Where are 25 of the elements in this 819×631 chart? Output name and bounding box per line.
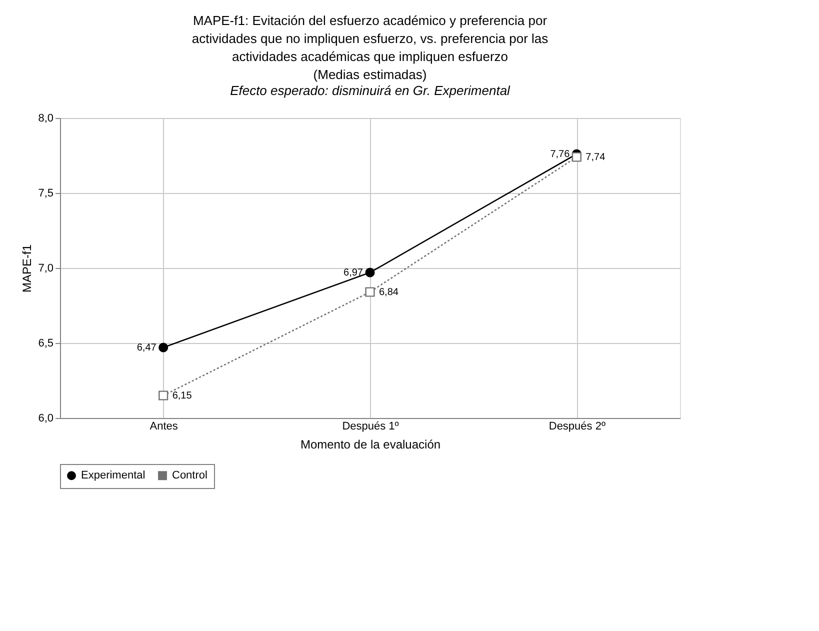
x-tick-label: Antes	[150, 420, 178, 432]
data-label: 6,84	[379, 287, 399, 298]
y-tick-label: 6,5	[38, 338, 54, 350]
point	[365, 287, 375, 297]
point	[158, 342, 168, 352]
x-tick-label: Después 2º	[548, 420, 606, 432]
data-label: 7,74	[586, 152, 606, 163]
data-label: 7,76	[550, 149, 570, 160]
y-tick-label: 7,5	[38, 188, 54, 200]
y-axis-title: MAPE-f1	[20, 244, 34, 293]
y-tick-label: 8,0	[38, 112, 54, 124]
point	[365, 268, 375, 278]
data-label: 6,47	[136, 342, 157, 354]
chart-subtitle: Efecto esperado: disminuirá en Gr. Experimental	[230, 83, 512, 98]
y-tick-label: 6,0	[38, 412, 54, 424]
x-tick-label: Después 1º	[342, 420, 399, 432]
data-label: 6,97	[344, 268, 364, 278]
data-label: 6,15	[172, 390, 192, 402]
chart-title: MAPE-f1: Evitación del esfuerzo académico y preferencia por actividades que no impliquen esfuerzo, vs. preferencia por las actividades académicas que impliquen esfuerzo (Medias estimadas)	[192, 13, 549, 82]
legend-label: Experimental	[81, 470, 146, 482]
y-tick-label: 7,0	[38, 262, 54, 274]
x-axis-title: Momento de la evaluación	[300, 438, 441, 452]
point	[572, 152, 582, 162]
legend-label: Control	[172, 470, 208, 482]
point	[158, 390, 168, 400]
